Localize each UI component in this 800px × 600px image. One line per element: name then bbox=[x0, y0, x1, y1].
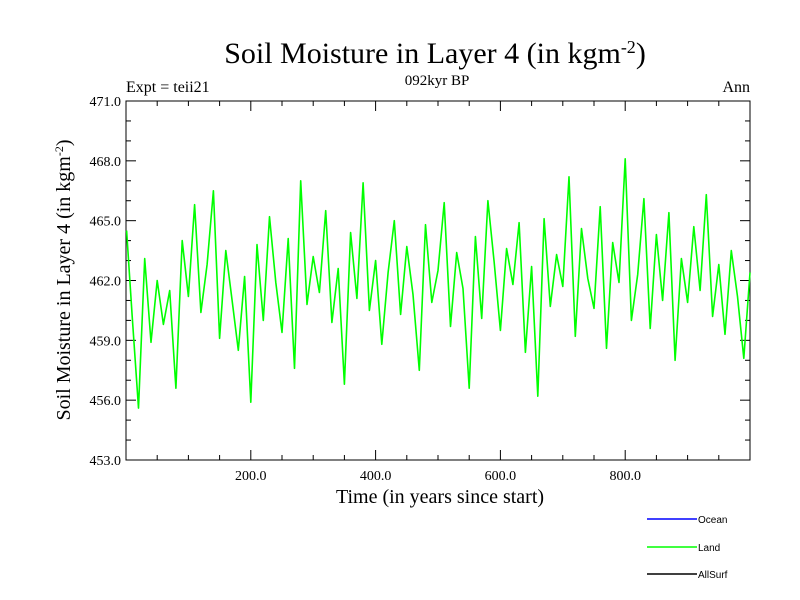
x-tick-label: 400.0 bbox=[360, 469, 392, 484]
series-group bbox=[125, 158, 751, 409]
legend-label-allsurf: AllSurf bbox=[698, 570, 728, 581]
x-axis-label: Time (in years since start) bbox=[336, 486, 544, 508]
y-tick-label: 471.0 bbox=[90, 95, 122, 110]
y-axis: 453.0 456.0 459.0 462.0 465.0 468.0 471.0 bbox=[90, 95, 750, 469]
y-tick-label: 453.0 bbox=[90, 454, 122, 469]
y-axis-label: Soil Moisture in Layer 4 (in kgm-2) bbox=[52, 139, 75, 420]
chart-title: Soil Moisture in Layer 4 (in kgm-2) bbox=[224, 37, 646, 70]
legend: Ocean Land AllSurf bbox=[647, 515, 728, 581]
x-tick-label: 800.0 bbox=[609, 469, 641, 484]
plot-frame bbox=[125, 100, 751, 461]
y-tick-label: 462.0 bbox=[90, 275, 122, 290]
chart-subtitle: 092kyr BP bbox=[405, 73, 470, 89]
y-tick-label: 456.0 bbox=[90, 394, 122, 409]
x-tick-label: 200.0 bbox=[235, 469, 267, 484]
y-tick-label: 465.0 bbox=[90, 215, 122, 230]
legend-label-ocean: Ocean bbox=[698, 515, 727, 526]
x-tick-label: 600.0 bbox=[485, 469, 517, 484]
season-label: Ann bbox=[722, 79, 750, 96]
legend-label-land: Land bbox=[698, 543, 720, 554]
y-tick-label: 459.0 bbox=[90, 334, 122, 349]
experiment-label: Expt = teii21 bbox=[126, 79, 210, 96]
y-tick-label: 468.0 bbox=[90, 155, 122, 170]
series-line-land bbox=[125, 158, 751, 409]
x-axis: 200.0 400.0 600.0 800.0 bbox=[156, 101, 720, 484]
